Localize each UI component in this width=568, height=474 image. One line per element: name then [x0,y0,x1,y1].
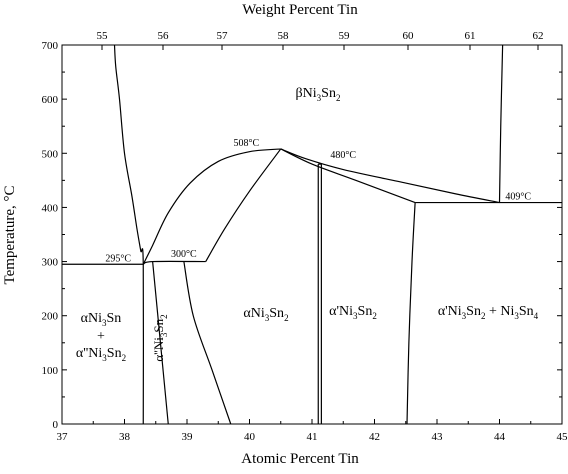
alpha-base: αNi [243,306,264,321]
bottom-tick-label: 45 [557,431,568,443]
alpha-dd2-mid: Sn [107,346,122,361]
boundary-left-beta [115,45,144,424]
boundary-dome-right-inner [206,149,281,262]
annotation-t409: 409°C [505,191,531,202]
phase-label-alpha-dd-vertical: α''Ni3Sn2 [151,314,169,361]
phase-label-alpha-prime: α'Ni3Sn2 [329,304,377,321]
left-tick-label: 300 [42,257,59,269]
top-tick-label: 57 [217,30,229,42]
boundary-alpha-dd-right [184,262,231,424]
left-tick-label: 500 [42,148,59,160]
alpha-pp-base: α'Ni [438,304,462,319]
beta-mid: Sn [321,86,336,101]
phase-boundaries [62,45,562,424]
alpha-ddv-base: α''Ni [151,337,166,362]
alpha-sub2: 2 [284,313,289,323]
left-tick-label: 0 [53,419,59,431]
alpha-ddv-sub2: 2 [159,314,169,319]
bottom-tick-label: 38 [119,431,131,443]
left-tick-label: 700 [42,40,59,52]
alpha-dd2-sub2: 2 [122,353,127,363]
top-tick-label: 60 [403,30,415,42]
boundary-dome-left [143,149,281,264]
alpha-pp-sub4: 4 [534,311,539,321]
beta-sub2: 2 [336,93,341,103]
boundary-beta-upper [281,149,500,203]
alpha-ddv-mid: Sn [151,318,166,332]
phase-label-plus: + [97,329,105,344]
bottom-tick-label: 41 [307,431,318,443]
bottom-tick-label: 40 [244,431,256,443]
top-tick-label: 58 [278,30,290,42]
alpha-dd2-base: α''Ni [76,346,102,361]
phase-label-alpha-prime-plus: α'Ni3Sn2 + Ni3Sn4 [438,304,539,321]
phase-label-alpha-dd-sn2: α''Ni3Sn2 [76,346,126,363]
bottom-tick-label: 44 [494,431,506,443]
alpha-pp-mid: Sn [466,304,481,319]
beta-base: βNi [296,86,317,101]
annotation-t295: 295°C [105,254,131,265]
boundary-right-beta [500,45,503,203]
plot-frame [62,45,562,424]
left-tick-label: 600 [42,94,59,106]
left-tick-label: 100 [42,365,59,377]
bottom-tick-label: 43 [432,431,444,443]
alpha-mid: Sn [269,306,284,321]
top-tick-label: 61 [465,30,476,42]
annotation-t480: 480°C [330,150,356,161]
phase-label-alpha: αNi3Sn2 [243,306,288,323]
alpha-p-base: α'Ni [329,304,353,319]
alpha-sn-mid: Sn [107,311,122,326]
alpha-p-sub2: 2 [372,311,377,321]
bottom-tick-label: 37 [57,431,69,443]
alpha-pp-plus: + Ni [485,304,514,319]
alpha-p-mid: Sn [358,304,373,319]
left-tick-label: 200 [42,311,59,323]
phase-label-beta: βNi3Sn2 [296,86,341,103]
left-axis-title: Temperature, °C [2,185,18,284]
top-tick-label: 59 [339,30,351,42]
top-tick-label: 62 [533,30,544,42]
bottom-tick-label: 42 [369,431,380,443]
top-tick-label: 55 [97,30,109,42]
bottom-axis-title: Atomic Percent Tin [241,451,359,467]
top-tick-label: 56 [158,30,170,42]
boundary-alpha-p-right [407,203,415,424]
annotation-t508: 508°C [234,138,260,149]
bottom-tick-label: 39 [182,431,194,443]
left-tick-label: 400 [42,202,59,214]
alpha-sn-base: αNi [81,311,102,326]
phase-label-alpha-sn: αNi3Sn [81,311,122,328]
top-axis-title: Weight Percent Tin [242,2,358,18]
annotation-t300: 300°C [171,249,197,260]
alpha-pp-mid2: Sn [519,304,534,319]
